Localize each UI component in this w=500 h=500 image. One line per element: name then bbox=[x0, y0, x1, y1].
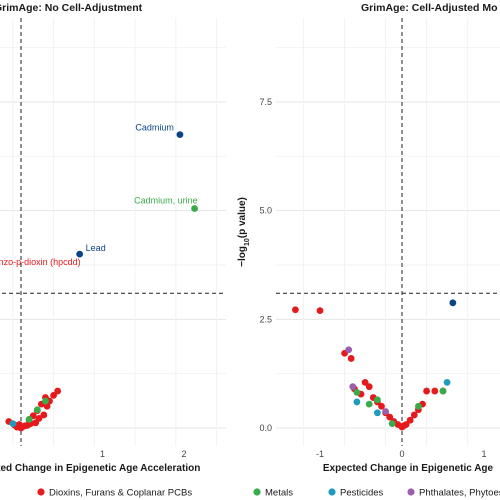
point-dioxins bbox=[40, 411, 48, 419]
legend-key-phthalates bbox=[407, 488, 415, 496]
x-tick-label: 2 bbox=[181, 449, 186, 459]
point-dioxins bbox=[50, 392, 57, 399]
point-pesticides bbox=[353, 398, 361, 406]
point-annotation: Cadmium, urine bbox=[134, 195, 198, 205]
point-metals bbox=[388, 420, 396, 428]
legend-item: Metals bbox=[253, 488, 293, 499]
point-cotinine bbox=[449, 299, 457, 307]
point-dioxins bbox=[406, 416, 414, 424]
point-annotation: Cadmium bbox=[135, 123, 174, 133]
point-pesticides bbox=[9, 420, 17, 428]
point-dioxins bbox=[54, 387, 62, 395]
point-metals bbox=[365, 400, 373, 408]
legend-label: Dioxins, Furans & Coplanar PCBs bbox=[49, 488, 192, 499]
legend-key-pesticides bbox=[328, 488, 336, 496]
legend-label: Phthalates, Phytoest bbox=[419, 488, 500, 499]
point-metals bbox=[374, 396, 381, 404]
legend: CotinineDioxins, Furans & Coplanar PCBsM… bbox=[37, 488, 500, 499]
plot-area bbox=[276, 18, 500, 446]
point-metals bbox=[42, 397, 49, 405]
plot-area bbox=[0, 18, 226, 446]
point-phthalates bbox=[345, 346, 353, 354]
point-pesticides bbox=[443, 378, 451, 386]
point-dioxins bbox=[386, 413, 394, 421]
point-dioxins bbox=[361, 378, 369, 386]
x-tick-label: 1 bbox=[100, 449, 105, 459]
point-metals bbox=[25, 415, 33, 423]
point-dioxins bbox=[19, 423, 27, 431]
point-dioxins bbox=[378, 402, 385, 410]
point-annotation: 1,2,3,4,6,7,8-heptachlorodibenzo-p-dioxi… bbox=[0, 257, 81, 267]
point-dioxins bbox=[431, 387, 439, 395]
point-cotinine bbox=[76, 250, 84, 258]
x-axis-title: Expected Change in Epigenetic Age bbox=[323, 463, 494, 474]
grid-lines bbox=[0, 18, 226, 446]
point-phthalates bbox=[382, 408, 389, 415]
point-dioxins bbox=[410, 411, 418, 419]
legend-label: Metals bbox=[265, 488, 293, 499]
legend-label: Pesticides bbox=[340, 488, 384, 499]
legend-key-metals bbox=[253, 488, 261, 496]
point-metals bbox=[33, 406, 41, 414]
point-labels: Cadmium Cadmium, urine Lead 1,2,3,4,6,7,8-h… bbox=[0, 123, 198, 268]
x-tick-label: -1 bbox=[316, 449, 324, 459]
panel-cell-adjusted: GrimAge: Cell-Adjusted Mo -1 0 1 0.0 2.5 5.0 7… bbox=[237, 2, 500, 474]
data-points bbox=[292, 299, 457, 431]
point-dioxins bbox=[402, 421, 410, 428]
legend-item: Pesticides bbox=[328, 488, 384, 499]
point-dioxins bbox=[43, 402, 51, 410]
grid-lines bbox=[276, 18, 500, 446]
legend-item: Phthalates, Phytoest bbox=[407, 488, 500, 499]
x-tick-label: 0 bbox=[399, 449, 404, 459]
point-dioxins bbox=[365, 383, 373, 391]
point-metals bbox=[353, 388, 361, 396]
point-cotinine bbox=[176, 131, 184, 139]
data-points bbox=[5, 131, 198, 432]
legend-item: Dioxins, Furans & Coplanar PCBs bbox=[37, 488, 192, 499]
y-tick-label: 5.0 bbox=[259, 206, 272, 216]
point-dioxins bbox=[316, 307, 324, 315]
y-tick-label: 7.5 bbox=[259, 97, 272, 107]
y-tick-label: 0.0 bbox=[259, 423, 272, 433]
point-dioxins bbox=[423, 387, 430, 395]
axis-ticks: -1 0 1 0.0 2.5 5.0 7.5 bbox=[259, 97, 486, 459]
x-axis-title: Expected Change in Epigenetic Age Accele… bbox=[0, 463, 200, 474]
point-phthalates bbox=[349, 383, 357, 391]
point-metals bbox=[415, 402, 422, 410]
panel-title: GrimAge: Cell-Adjusted Mo bbox=[361, 2, 498, 14]
legend-key-dioxins bbox=[37, 488, 45, 496]
reference-lines bbox=[0, 18, 226, 446]
y-axis-title: −log10(p value) bbox=[237, 197, 251, 267]
point-annotation: Lead bbox=[86, 243, 106, 253]
point-pesticides bbox=[374, 409, 381, 417]
point-metals bbox=[439, 387, 447, 395]
point-metals bbox=[191, 205, 198, 212]
x-tick-label: 1 bbox=[481, 449, 486, 459]
point-dioxins bbox=[292, 306, 299, 314]
reference-lines bbox=[276, 18, 500, 446]
y-tick-label: 2.5 bbox=[259, 314, 272, 324]
point-dioxins bbox=[347, 355, 355, 362]
panel-title: GrimAge: No Cell-Adjustment bbox=[0, 2, 143, 14]
